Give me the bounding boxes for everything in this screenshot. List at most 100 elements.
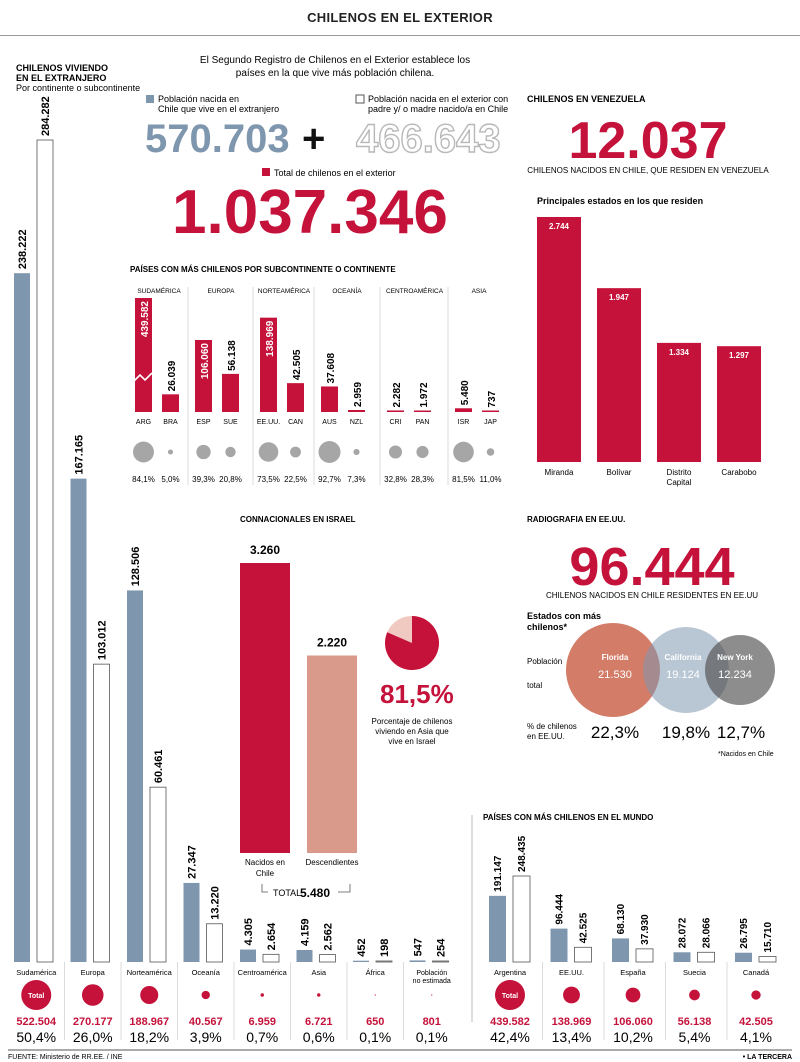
- cat-sudamerica: Sudamérica: [16, 968, 57, 977]
- sub-cat-sue: SUE: [223, 419, 238, 426]
- total-oceania: 40.567: [189, 1016, 223, 1028]
- pct-asia: 0,6%: [303, 1029, 335, 1045]
- sub-circle-sue: [225, 446, 236, 458]
- ven-bar-miranda: [537, 217, 581, 462]
- israel-bar-descendientes: [307, 655, 357, 853]
- label-born-sudamerica: 238.222: [17, 229, 29, 269]
- world-circle-argentina: [495, 980, 525, 1010]
- ven-bar-bolivar: [597, 288, 641, 462]
- label-born-europa: 167.165: [74, 435, 86, 475]
- born-legend-swatch: [146, 95, 154, 103]
- bar-born-europa: [70, 478, 87, 962]
- world-bar-born-suecia: [673, 952, 691, 962]
- pct-africa: 0,1%: [359, 1029, 391, 1045]
- pct-norteamerica: 18,2%: [129, 1029, 169, 1045]
- pct-oceania: 3,9%: [190, 1029, 222, 1045]
- total-poblacion-no-estimada: 801: [423, 1016, 441, 1028]
- usa-pop-new-york: 12.234: [718, 669, 752, 681]
- world-bar-born-argentina: [489, 895, 506, 962]
- usa-pct-florida: 22,3%: [591, 723, 639, 742]
- sub-pct-aus: 92,7%: [318, 475, 341, 484]
- world-label-parent-canada: 15.710: [763, 922, 774, 953]
- sub-bar-bra: [162, 394, 179, 412]
- total-circle-oceania: [201, 990, 210, 1000]
- ven-label-miranda: 2.744: [549, 222, 570, 231]
- world-cat-argentina: Argentina: [494, 968, 527, 977]
- chart-marks: 238.222 284.282 Sudamérica Total 522.50450,4…: [14, 96, 777, 1045]
- cat2-poblacion-no-estimada: no estimada: [413, 978, 451, 985]
- world-bar-parent-espana: [635, 948, 654, 963]
- parent-legend-1: Población nacida en el exterior con: [368, 94, 508, 104]
- total-circle-norteamerica: [140, 985, 159, 1005]
- bar-born-centroamerica: [240, 949, 256, 962]
- bar-born-poblacion-no-estimada: [409, 960, 426, 962]
- world-label-born-canada: 26.795: [739, 918, 750, 949]
- sub-circle-bra: [167, 449, 174, 455]
- world-total-suecia: 56.138: [678, 1016, 712, 1028]
- israel-total-value: 5.480: [300, 886, 330, 900]
- label-born-asia: 4.159: [300, 918, 312, 946]
- total-circle-asia: [317, 993, 321, 997]
- sub-label-pan: 1.972: [419, 382, 430, 407]
- sub-label-arg: 439.582: [140, 301, 151, 338]
- group-asia: ASIA: [472, 288, 487, 295]
- sub-cat-isr: ISR: [458, 419, 470, 426]
- usa-title: RADIOGRAFIA EN EE.UU.: [527, 515, 625, 524]
- israel-total-label: TOTAL: [273, 888, 301, 898]
- sub-pct-pan: 28,3%: [411, 475, 434, 484]
- world-circle-espana: [625, 987, 641, 1003]
- world-pct-suecia: 5,4%: [679, 1029, 711, 1045]
- world-label-born-ee-uu: 96.444: [555, 894, 566, 925]
- israel-cat-nacidos-en-chile: Nacidos en: [245, 858, 285, 867]
- israel-label-nacidos-en-chile: 3.260: [250, 543, 280, 557]
- usa-circle-california: [643, 627, 729, 713]
- israel-pct-caption-2: viviendo en Asia que: [375, 727, 449, 736]
- pct-poblacion-no-estimada: 0,1%: [416, 1029, 448, 1045]
- sub-bar-pan: [414, 410, 431, 412]
- label-parent-africa: 198: [379, 939, 391, 957]
- usa-row-pct-1: % de chilenos: [527, 722, 577, 731]
- total-centroamerica: 6.959: [248, 1016, 276, 1028]
- total-badge-world: Total: [502, 993, 518, 1000]
- world-label-born-espana: 68.130: [616, 903, 627, 934]
- sub-cat-esp: ESP: [196, 419, 210, 426]
- usa-states-title-2: chilenos*: [527, 622, 568, 632]
- total-circle-europa: [81, 984, 104, 1006]
- usa-circle-new-york: [705, 635, 775, 705]
- group-centroamerica: CENTROAMÉRICA: [386, 286, 444, 295]
- pct-europa: 26,0%: [73, 1029, 113, 1045]
- sub-cat-jap: JAP: [484, 419, 497, 426]
- israel-bar-nacidos-en-chile: [240, 563, 290, 853]
- ven-cat-carabobo: Carabobo: [721, 468, 757, 477]
- world-bar-parent-canada: [758, 956, 777, 963]
- left-title-1: CHILENOS VIVIENDO: [16, 63, 108, 73]
- bar-parent-africa: [375, 960, 393, 963]
- sub-circle-ee-uu: [258, 442, 279, 462]
- label-parent-norteamerica: 60.461: [153, 750, 165, 784]
- sub-label-isr: 5.480: [460, 380, 471, 405]
- sub-cat-cri: CRI: [389, 419, 401, 426]
- sub-label-aus: 37.608: [326, 352, 337, 383]
- bar-born-oceania: [183, 882, 200, 962]
- sub-bar-can: [287, 383, 304, 412]
- israel-cat2-nacidos-en-chile: Chile: [256, 869, 275, 878]
- sub-cat-arg: ARG: [136, 419, 151, 426]
- israel-pct-caption-1: Porcentaje de chilenos: [372, 717, 453, 726]
- bar-born-norteamerica: [127, 590, 143, 962]
- usa-state-florida: Florida: [602, 653, 629, 662]
- sub-circle-cri: [388, 445, 403, 459]
- ven-cat-miranda: Miranda: [545, 468, 574, 477]
- sub-circle-pan: [416, 445, 429, 459]
- bar-born-sudamerica: [14, 273, 30, 962]
- world-bar-parent-argentina: [512, 875, 531, 963]
- world-label-parent-argentina: 248.435: [517, 835, 528, 872]
- world-circle-ee-uu: [563, 986, 580, 1004]
- total-legend-swatch: [262, 168, 270, 176]
- label-born-centroamerica: 4.305: [243, 918, 255, 946]
- cat-poblacion-no-estimada: Población: [416, 970, 447, 977]
- left-subtitle: Por continente o subcontinente: [16, 83, 140, 93]
- sub-bar-esp: [195, 340, 212, 412]
- world-label-parent-espana: 37.930: [640, 914, 651, 945]
- sub-bar-jap: [482, 410, 499, 412]
- label-parent-oceania: 13.220: [210, 886, 222, 920]
